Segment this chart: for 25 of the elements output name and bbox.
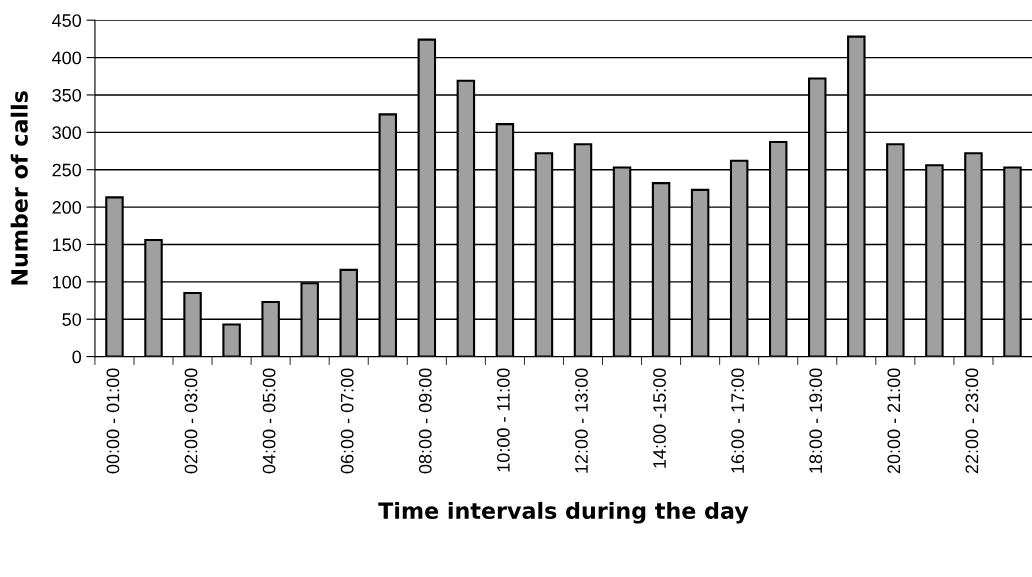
y-axis-title: Number of calls	[10, 91, 28, 285]
x-tick-label: 08:00 - 09:00	[418, 368, 432, 474]
x-tick-label: 16:00 - 17:00	[731, 368, 745, 473]
x-axis-title: Time intervals during the day	[378, 501, 749, 524]
bar	[222, 323, 241, 357]
x-tick-label: 22:00 - 23:00	[965, 368, 979, 474]
y-tick-label: 350	[52, 88, 82, 102]
x-tick-label: 10:00 - 11:00	[496, 368, 510, 472]
x-tick-label: 18:00 - 19:00	[809, 368, 823, 473]
x-tick-label: 14:00 -15:00	[653, 368, 666, 468]
x-tick-label: 00:00 - 01:00	[106, 368, 120, 474]
y-tick-label: 200	[52, 201, 82, 214]
y-tick-label: 250	[52, 163, 82, 177]
x-tick-label: 12:00 - 13:00	[575, 368, 588, 473]
y-tick-label: 300	[52, 126, 82, 140]
x-tick-label: 06:00 - 07:00	[340, 368, 354, 474]
x-tick-label: 04:00 - 05:00	[262, 368, 276, 474]
y-tick-label: 450	[52, 14, 82, 27]
y-tick-label: 100	[53, 275, 82, 289]
x-tick-label: 02:00 - 03:00	[184, 368, 198, 474]
y-tick-label: 0	[72, 350, 82, 364]
x-tick-label: 20:00 - 21:00	[887, 368, 901, 474]
y-tick-label: 50	[62, 313, 82, 326]
y-tick-label: 400	[52, 51, 82, 65]
y-tick-label: 150	[53, 238, 82, 252]
